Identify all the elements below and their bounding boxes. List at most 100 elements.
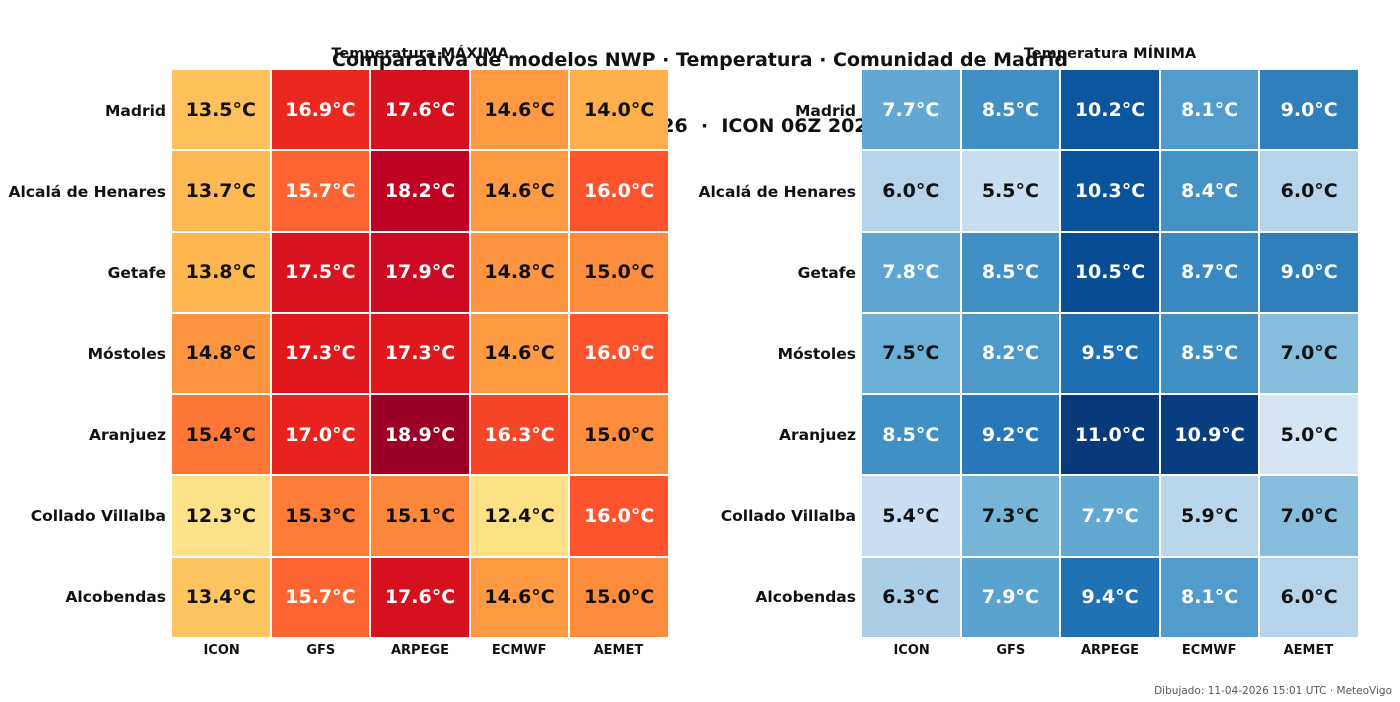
row-label: Alcobendas bbox=[65, 587, 166, 606]
heatmap-cell: 16.0°C bbox=[570, 313, 668, 394]
max-row-labels: Madrid Alcalá de Henares Getafe Móstoles Ara… bbox=[2, 70, 167, 637]
heatmap-cell: 15.3°C bbox=[271, 476, 370, 556]
row-label: Alcalá de Henares bbox=[8, 182, 167, 201]
min-heatmap-grid: 7.7°C 8.5°C 10.2°C 8.1°C 9.0°C 6.0°C 5.5°C 10.3… bbox=[862, 70, 1358, 637]
heatmap-cell: 7.8°C bbox=[862, 232, 960, 312]
heatmap-cell: 8.1°C bbox=[1160, 70, 1259, 150]
heatmap-cell: 14.6°C bbox=[470, 313, 569, 394]
heatmap-cell: 17.5°C bbox=[271, 232, 370, 312]
heatmap-cell: 6.0°C bbox=[862, 151, 960, 231]
heatmap-cell: 7.3°C bbox=[961, 476, 1060, 556]
column-label: ICON bbox=[893, 643, 930, 658]
heatmap-cell: 9.4°C bbox=[1061, 557, 1159, 637]
heatmap-cell: 13.4°C bbox=[172, 557, 270, 637]
heatmap-cell: 16.9°C bbox=[271, 70, 370, 150]
column-label: GFS bbox=[306, 643, 336, 658]
heatmap-cell: 8.7°C bbox=[1160, 232, 1259, 312]
heatmap-cell: 15.7°C bbox=[271, 151, 370, 231]
heatmap-cell: 15.4°C bbox=[172, 395, 270, 475]
heatmap-cell: 18.9°C bbox=[371, 395, 469, 475]
heatmap-cell: 15.0°C bbox=[570, 395, 668, 475]
heatmap-cell: 5.0°C bbox=[1260, 395, 1358, 475]
row-label: Alcobendas bbox=[755, 587, 856, 606]
min-temperature-heatmap: Madrid Alcalá de Henares Getafe Móstoles Ara… bbox=[692, 70, 1358, 658]
heatmap-cell: 5.4°C bbox=[862, 476, 960, 556]
heatmap-cell: 10.9°C bbox=[1160, 395, 1259, 475]
row-label: Madrid bbox=[104, 101, 166, 120]
heatmap-cell: 9.5°C bbox=[1061, 313, 1159, 394]
row-label: Aranjuez bbox=[778, 425, 856, 444]
row-label: Getafe bbox=[797, 263, 856, 282]
row-label: Móstoles bbox=[777, 344, 856, 363]
heatmap-cell: 17.3°C bbox=[371, 313, 469, 394]
heatmap-cell: 13.8°C bbox=[172, 232, 270, 312]
heatmap-cell: 9.2°C bbox=[961, 395, 1060, 475]
heatmap-cell: 14.8°C bbox=[172, 313, 270, 394]
heatmap-cell: 8.4°C bbox=[1160, 151, 1259, 231]
column-label: ECMWF bbox=[491, 643, 547, 658]
heatmap-cell: 18.2°C bbox=[371, 151, 469, 231]
heatmap-cell: 17.6°C bbox=[371, 70, 469, 150]
min-grid-area: 7.7°C 8.5°C 10.2°C 8.1°C 9.0°C 6.0°C 5.5°C 10.3… bbox=[862, 70, 1358, 658]
column-label: ARPEGE bbox=[1080, 643, 1140, 658]
column-label: AEMET bbox=[1283, 643, 1334, 658]
heatmap-cell: 7.7°C bbox=[862, 70, 960, 150]
heatmap-cell: 8.2°C bbox=[961, 313, 1060, 394]
heatmap-cell: 6.0°C bbox=[1260, 151, 1358, 231]
heatmap-cell: 15.7°C bbox=[271, 557, 370, 637]
heatmap-cell: 5.9°C bbox=[1160, 476, 1259, 556]
heatmap-cell: 17.6°C bbox=[371, 557, 469, 637]
heatmap-cell: 15.0°C bbox=[570, 232, 668, 312]
heatmap-cell: 7.5°C bbox=[862, 313, 960, 394]
heatmap-cell: 7.0°C bbox=[1260, 476, 1358, 556]
heatmap-cell: 14.6°C bbox=[470, 70, 569, 150]
heatmap-cell: 12.3°C bbox=[172, 476, 270, 556]
max-grid-area: 13.5°C 16.9°C 17.6°C 14.6°C 14.0°C 13.7°C 15.7… bbox=[172, 70, 668, 658]
heatmap-cell: 7.7°C bbox=[1061, 476, 1159, 556]
heatmap-cell: 14.6°C bbox=[470, 151, 569, 231]
row-label: Aranjuez bbox=[88, 425, 166, 444]
max-chart-title: Temperatura MÁXIMA bbox=[331, 46, 509, 62]
heatmap-cell: 17.3°C bbox=[271, 313, 370, 394]
column-label: ARPEGE bbox=[390, 643, 450, 658]
max-temperature-heatmap: Madrid Alcalá de Henares Getafe Móstoles Ara… bbox=[2, 70, 668, 658]
heatmap-cell: 14.6°C bbox=[470, 557, 569, 637]
row-label: Móstoles bbox=[87, 344, 166, 363]
heatmap-cell: 7.9°C bbox=[961, 557, 1060, 637]
row-label: Collado Villalba bbox=[720, 506, 856, 525]
heatmap-cell: 8.5°C bbox=[961, 232, 1060, 312]
page-title-line1: Comparativa de modelos NWP · Temperatura… bbox=[332, 49, 1068, 71]
heatmap-cell: 10.2°C bbox=[1061, 70, 1159, 150]
heatmap-cell: 7.0°C bbox=[1260, 313, 1358, 394]
heatmap-cell: 13.5°C bbox=[172, 70, 270, 150]
column-label: ECMWF bbox=[1181, 643, 1237, 658]
max-heatmap-grid: 13.5°C 16.9°C 17.6°C 14.6°C 14.0°C 13.7°C 15.7… bbox=[172, 70, 668, 637]
heatmap-cell: 14.0°C bbox=[570, 70, 668, 150]
heatmap-cell: 5.5°C bbox=[961, 151, 1060, 231]
column-label: AEMET bbox=[593, 643, 644, 658]
row-label: Collado Villalba bbox=[30, 506, 166, 525]
heatmap-cell: 10.5°C bbox=[1061, 232, 1159, 312]
heatmap-cell: 6.0°C bbox=[1260, 557, 1358, 637]
heatmap-cell: 6.3°C bbox=[862, 557, 960, 637]
heatmap-cell: 16.3°C bbox=[470, 395, 569, 475]
heatmap-cell: 8.5°C bbox=[862, 395, 960, 475]
heatmap-cell: 8.5°C bbox=[1160, 313, 1259, 394]
column-label: GFS bbox=[996, 643, 1026, 658]
heatmap-cell: 16.0°C bbox=[570, 476, 668, 556]
row-label: Alcalá de Henares bbox=[698, 182, 857, 201]
heatmap-cell: 14.8°C bbox=[470, 232, 569, 312]
heatmap-cell: 8.5°C bbox=[961, 70, 1060, 150]
heatmap-cell: 9.0°C bbox=[1260, 232, 1358, 312]
min-chart-title: Temperatura MÍNIMA bbox=[1023, 46, 1197, 62]
min-column-labels: ICON GFS ARPEGE ECMWF AEMET bbox=[862, 643, 1358, 658]
heatmap-cell: 12.4°C bbox=[470, 476, 569, 556]
heatmap-cell: 15.1°C bbox=[371, 476, 469, 556]
heatmap-cell: 10.3°C bbox=[1061, 151, 1159, 231]
row-label: Madrid bbox=[794, 101, 856, 120]
heatmap-cell: 15.0°C bbox=[570, 557, 668, 637]
heatmap-cell: 9.0°C bbox=[1260, 70, 1358, 150]
row-label: Getafe bbox=[107, 263, 166, 282]
attribution: Dibujado: 11-04-2026 15:01 UTC · MeteoVi… bbox=[1154, 685, 1392, 697]
